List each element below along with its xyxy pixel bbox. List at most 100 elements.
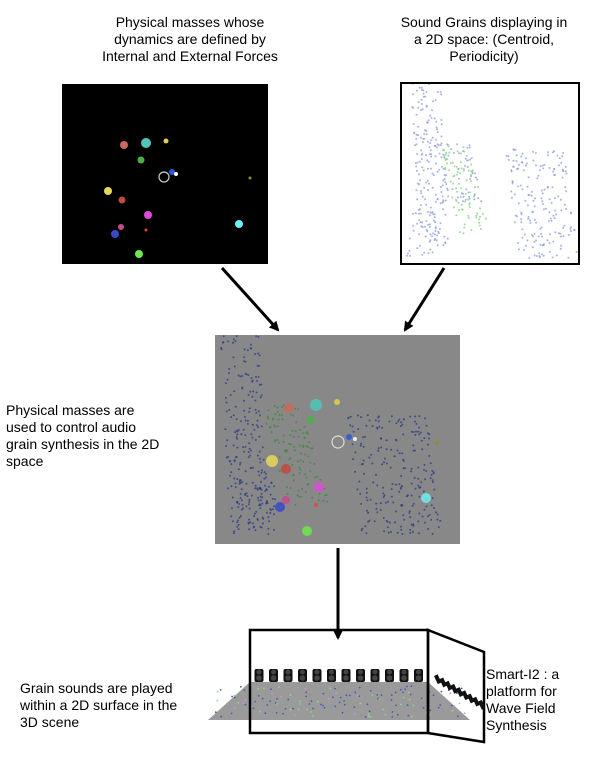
floor-grain-dot <box>422 706 425 709</box>
grain-dot <box>319 478 322 481</box>
grain-dot <box>277 418 280 421</box>
grain-dot <box>259 396 262 399</box>
grain-dot <box>318 492 321 495</box>
grain-dot <box>292 479 295 482</box>
floor-grain-dot <box>322 704 324 707</box>
grain-dot <box>293 445 296 448</box>
grain-dot <box>267 417 270 420</box>
grain-dot <box>430 155 433 158</box>
floor-grain-dot <box>304 687 307 690</box>
grain-dot <box>363 472 365 475</box>
grain-dot <box>307 432 310 435</box>
grain-dot <box>375 507 378 510</box>
grain-dot <box>423 508 426 511</box>
grain-dot <box>289 433 292 436</box>
floor-grain-dot <box>358 695 360 697</box>
grain-dot <box>540 232 543 235</box>
grain-dot <box>424 225 426 228</box>
floor-grain-dot <box>376 694 379 696</box>
grain-dot <box>507 155 510 158</box>
grain-dot <box>463 226 466 229</box>
grain-dot <box>542 254 545 257</box>
grain-dot <box>313 462 316 465</box>
grain-dot <box>434 200 437 203</box>
grain-dot <box>410 523 413 526</box>
grain-dot <box>528 256 531 259</box>
grain-dot <box>419 212 422 215</box>
grain-dot <box>242 428 245 431</box>
grain-dot <box>362 463 364 465</box>
grain-dot <box>526 204 529 207</box>
grain-dot <box>402 459 405 462</box>
grain-dot <box>439 90 442 93</box>
grain-dot <box>259 487 262 490</box>
grain-dot <box>362 445 365 448</box>
grain-dot <box>424 235 427 238</box>
grain-dot <box>443 178 446 180</box>
grain-dot <box>535 164 537 167</box>
grain-dot <box>468 206 471 209</box>
grain-dot <box>274 439 277 442</box>
grain-dot <box>423 129 426 132</box>
grain-dot <box>547 220 550 222</box>
grain-dot <box>464 200 467 203</box>
grain-dot <box>447 154 450 157</box>
grain-dot <box>526 185 529 188</box>
grain-dot <box>440 93 443 96</box>
grain-dot <box>288 458 291 461</box>
grain-dot <box>256 519 259 521</box>
floor-grain-dot <box>328 697 330 700</box>
grain-dot <box>273 505 276 508</box>
grain-dot <box>412 523 415 526</box>
grain-dot <box>539 243 542 246</box>
speaker-icon <box>444 680 453 691</box>
mass-ball <box>314 482 324 492</box>
grain-dot <box>255 335 258 338</box>
grain-dot <box>235 418 238 421</box>
grain-dot <box>538 169 541 172</box>
grain-dot <box>240 508 243 511</box>
grain-dot <box>236 519 239 522</box>
grain-dot <box>409 516 412 519</box>
grain-dot <box>385 519 388 522</box>
grain-dot <box>474 176 477 179</box>
speaker-icon <box>312 669 322 682</box>
floor-grain-dot <box>367 712 370 715</box>
floor-grain-dot <box>282 712 284 715</box>
grain-dot <box>232 341 234 344</box>
grain-dot <box>356 414 359 417</box>
grain-dot <box>535 221 538 224</box>
grain-dot <box>559 232 562 235</box>
floor-grain-dot <box>447 689 450 691</box>
grain-dot <box>421 152 424 155</box>
grain-dot <box>442 153 445 156</box>
grain-dot <box>294 430 297 433</box>
grain-dot <box>424 95 427 98</box>
grain-dot <box>391 483 394 485</box>
grain-dot <box>429 223 431 226</box>
grain-dot <box>541 244 544 247</box>
grain-dot <box>375 474 377 476</box>
grain-dot <box>533 240 536 243</box>
grain-dot <box>462 232 465 235</box>
grain-dot <box>245 492 248 495</box>
floor-grain-dot <box>364 716 367 718</box>
grain-dot <box>387 500 389 503</box>
grain-dot <box>546 239 549 242</box>
grain-dot <box>532 235 535 238</box>
floor-grain-dot <box>429 709 432 712</box>
grain-dot <box>416 222 419 225</box>
grain-dot <box>429 248 432 251</box>
grain-dot <box>417 426 420 429</box>
grain-dot <box>510 190 513 193</box>
grain-dot <box>436 198 439 200</box>
grain-dot <box>406 254 408 257</box>
grain-dot <box>467 217 470 220</box>
mass-ball <box>120 141 128 149</box>
floor-grain-dot <box>391 716 394 718</box>
floor-grain-dot <box>332 696 334 699</box>
grain-dot <box>270 482 273 484</box>
grain-dot <box>431 532 434 535</box>
floor-grain-dot <box>390 699 393 701</box>
grain-dot <box>434 99 437 102</box>
